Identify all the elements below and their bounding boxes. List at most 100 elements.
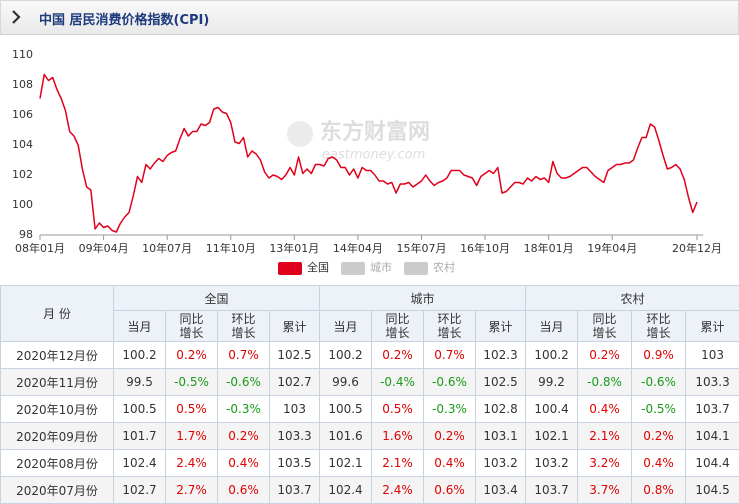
data-table: 月 份全国城市农村当月同比增长环比增长累计当月同比增长环比增长累计当月同比增长环… — [0, 285, 739, 504]
subheader-cell: 累计 — [686, 311, 739, 342]
value-cell: 100.5 — [320, 396, 372, 423]
value-cell: -0.5% — [166, 369, 218, 396]
value-cell: 103.7 — [686, 396, 739, 423]
value-cell: 100.5 — [114, 396, 166, 423]
value-cell: 102.1 — [526, 423, 578, 450]
y-tick-label: 106 — [12, 108, 33, 121]
value-cell: -0.6% — [218, 369, 270, 396]
subheader-cell: 环比增长 — [218, 311, 270, 342]
value-cell: 102.7 — [270, 369, 320, 396]
value-cell: 0.4% — [632, 450, 686, 477]
subheader-label: 环比增长 — [231, 312, 256, 340]
watermark: 东方财富网 eastmoney.com — [287, 119, 430, 163]
value-cell: 100.2 — [320, 342, 372, 369]
subheader-cell: 当月 — [526, 311, 578, 342]
subheader-label: 同比增长 — [179, 312, 204, 340]
x-tick-label: 15年07月 — [396, 241, 446, 255]
month-cell: 2020年12月份 — [1, 342, 114, 369]
subheader-cell: 累计 — [476, 311, 526, 342]
value-cell: 0.7% — [218, 342, 270, 369]
value-cell: 101.6 — [320, 423, 372, 450]
value-cell: 102.8 — [476, 396, 526, 423]
value-cell: 102.3 — [476, 342, 526, 369]
value-cell: 3.2% — [578, 450, 632, 477]
value-cell: 0.8% — [632, 477, 686, 504]
x-tick-label: 14年04月 — [333, 241, 383, 255]
x-tick-label: 10年07月 — [142, 241, 192, 255]
x-tick-label: 18年01月 — [524, 241, 574, 255]
month-cell: 2020年09月份 — [1, 423, 114, 450]
value-cell: -0.5% — [632, 396, 686, 423]
value-cell: -0.3% — [218, 396, 270, 423]
subheader-cell: 环比增长 — [632, 311, 686, 342]
value-cell: 103 — [686, 342, 739, 369]
value-cell: 102.1 — [320, 450, 372, 477]
group-header: 农村 — [526, 286, 739, 311]
x-tick-label: 09年04月 — [79, 241, 129, 255]
value-cell: 0.6% — [424, 477, 476, 504]
subheader-label: 当月 — [127, 320, 151, 334]
value-cell: 0.2% — [632, 423, 686, 450]
subheader-label: 同比增长 — [385, 312, 410, 340]
value-cell: 103.2 — [526, 450, 578, 477]
y-tick-label: 110 — [12, 48, 33, 61]
subheader-cell: 当月 — [114, 311, 166, 342]
x-tick-label: 20年12月 — [672, 241, 722, 255]
value-cell: 0.4% — [218, 450, 270, 477]
value-cell: -0.4% — [372, 369, 424, 396]
value-cell: 103.2 — [476, 450, 526, 477]
value-cell: 0.7% — [424, 342, 476, 369]
subheader-cell: 同比增长 — [578, 311, 632, 342]
month-header: 月 份 — [1, 286, 114, 342]
header-row: 月 份全国城市农村 — [1, 286, 739, 311]
value-cell: 102.5 — [476, 369, 526, 396]
value-cell: 101.7 — [114, 423, 166, 450]
value-cell: 103.1 — [476, 423, 526, 450]
y-tick-label: 100 — [12, 198, 33, 211]
value-cell: 103 — [270, 396, 320, 423]
value-cell: 104.4 — [686, 450, 739, 477]
header-bar: 中国 居民消费价格指数(CPI) — [0, 0, 739, 35]
month-cell: 2020年11月份 — [1, 369, 114, 396]
legend-label: 全国 — [307, 260, 329, 274]
subheader-label: 累计 — [489, 320, 513, 334]
value-cell: 0.6% — [218, 477, 270, 504]
month-cell: 2020年10月份 — [1, 396, 114, 423]
value-cell: 1.7% — [166, 423, 218, 450]
subheader-cell: 累计 — [270, 311, 320, 342]
value-cell: 0.5% — [372, 396, 424, 423]
watermark-brand: 东方财富网 — [320, 119, 430, 145]
value-cell: -0.6% — [632, 369, 686, 396]
value-cell: 0.9% — [632, 342, 686, 369]
subheader-cell: 当月 — [320, 311, 372, 342]
value-cell: 0.2% — [578, 342, 632, 369]
value-cell: 100.2 — [114, 342, 166, 369]
value-cell: 103.3 — [270, 423, 320, 450]
value-cell: 2.1% — [372, 450, 424, 477]
y-tick-label: 104 — [12, 138, 33, 151]
value-cell: 1.6% — [372, 423, 424, 450]
value-cell: 103.7 — [270, 477, 320, 504]
value-cell: -0.6% — [424, 369, 476, 396]
value-cell: -0.8% — [578, 369, 632, 396]
value-cell: 0.4% — [578, 396, 632, 423]
x-tick-label: 08年01月 — [15, 241, 65, 255]
subheader-label: 环比增长 — [646, 312, 671, 340]
value-cell: 2.7% — [166, 477, 218, 504]
group-header: 全国 — [114, 286, 320, 311]
watermark-logo — [287, 121, 313, 147]
subheader-label: 环比增长 — [437, 312, 462, 340]
value-cell: 104.5 — [686, 477, 739, 504]
y-tick-label: 98 — [19, 228, 33, 241]
subheader-cell: 环比增长 — [424, 311, 476, 342]
value-cell: 0.2% — [166, 342, 218, 369]
subheader-label: 累计 — [701, 320, 725, 334]
value-cell: 103.3 — [686, 369, 739, 396]
value-cell: 99.6 — [320, 369, 372, 396]
subheader-label: 同比增长 — [592, 312, 617, 340]
subheader-label: 当月 — [540, 320, 564, 334]
value-cell: 2.4% — [166, 450, 218, 477]
value-cell: 104.1 — [686, 423, 739, 450]
